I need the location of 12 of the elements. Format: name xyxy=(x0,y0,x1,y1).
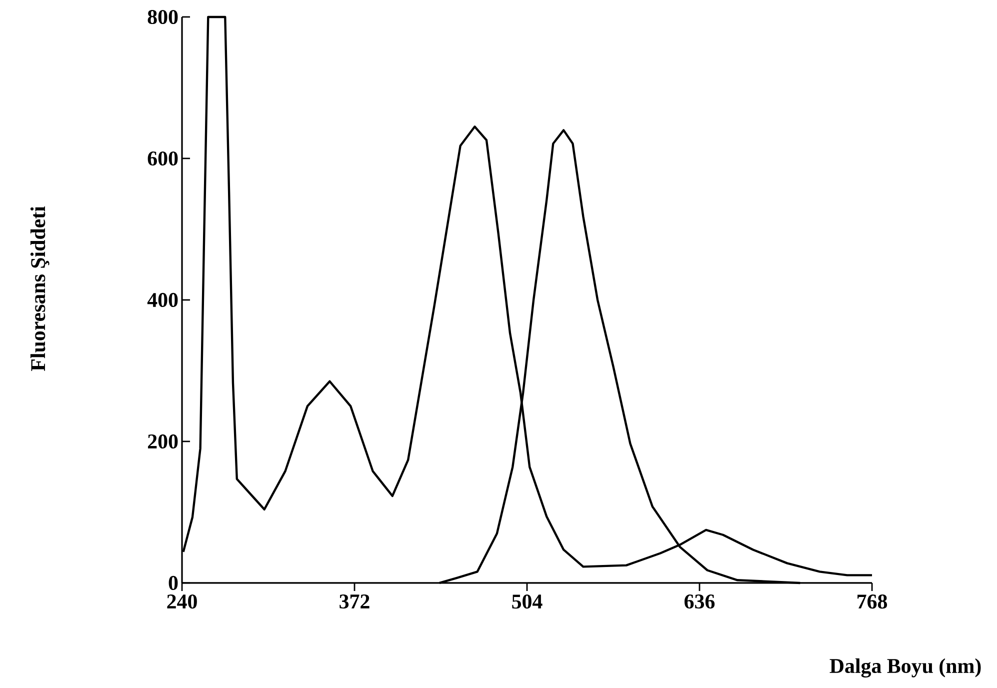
y-tick-label: 0 xyxy=(168,576,178,590)
y-tick-label: 400 xyxy=(147,292,178,308)
y-tick-label: 800 xyxy=(148,10,178,24)
x-tick-label: 240 xyxy=(167,594,197,609)
x-tick-label: 372 xyxy=(340,594,370,609)
y-tick-label: 200 xyxy=(148,434,178,449)
y-axis-title: Fluoresans Şiddeti xyxy=(30,206,50,371)
y-tick-label: 600 xyxy=(148,151,178,166)
x-axis-title: Dalga Boyu (nm) xyxy=(830,658,981,678)
x-tick-label: 768 xyxy=(858,594,888,609)
x-tick-label: 504 xyxy=(512,594,542,609)
x-tick-label: 636 xyxy=(684,594,715,609)
